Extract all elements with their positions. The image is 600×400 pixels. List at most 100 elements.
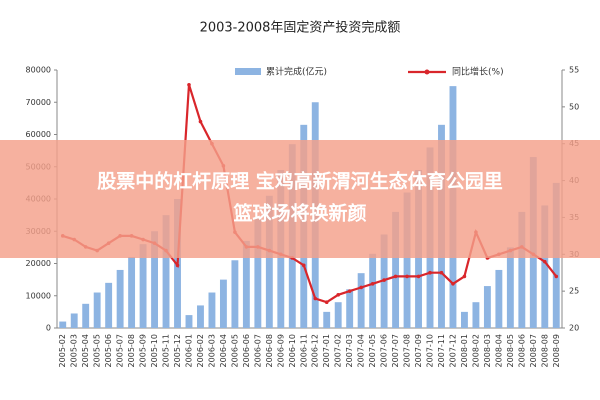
x-tick-label: 2005-07 bbox=[116, 334, 125, 367]
bar bbox=[162, 215, 170, 328]
legend-label: 累计完成(亿元) bbox=[266, 66, 327, 78]
x-tick-label: 2007-12 bbox=[448, 334, 457, 367]
bar bbox=[254, 218, 262, 328]
x-tick-label: 2005-08 bbox=[127, 334, 136, 367]
y2-tick-label: 25 bbox=[569, 287, 579, 296]
bar bbox=[231, 260, 239, 328]
x-tick-label: 2006-11 bbox=[299, 334, 308, 367]
x-tick-label: 2008-02 bbox=[471, 334, 480, 367]
x-tick-label: 2008-03 bbox=[483, 334, 492, 367]
bar bbox=[472, 302, 480, 328]
x-tick-label: 2008-06 bbox=[517, 334, 526, 367]
y-tick-label: 80000 bbox=[26, 66, 51, 75]
y-tick-label: 20000 bbox=[26, 259, 51, 268]
y-tick-label: 70000 bbox=[26, 98, 51, 107]
x-tick-label: 2008-08 bbox=[540, 334, 549, 367]
bar bbox=[105, 282, 113, 328]
bar bbox=[242, 240, 250, 328]
bar bbox=[461, 311, 468, 328]
x-tick-label: 2008-05 bbox=[506, 334, 515, 367]
legend-swatch bbox=[235, 68, 261, 75]
line-marker bbox=[370, 281, 375, 286]
x-tick-label: 2007-03 bbox=[345, 334, 354, 367]
bar bbox=[369, 253, 377, 328]
line-marker bbox=[313, 296, 318, 301]
legend-label: 同比增长(%) bbox=[452, 66, 504, 78]
x-tick-label: 2006-01 bbox=[184, 334, 193, 367]
x-tick-label: 2007-06 bbox=[380, 334, 389, 367]
line-marker bbox=[175, 263, 180, 268]
bar bbox=[151, 231, 158, 328]
bar bbox=[403, 192, 411, 328]
line-marker bbox=[382, 278, 386, 282]
x-tick-label: 2005-02 bbox=[58, 334, 67, 367]
bar bbox=[518, 211, 526, 328]
line-marker bbox=[554, 274, 559, 279]
y-tick-label: 0 bbox=[46, 324, 51, 333]
x-tick-label: 2008-07 bbox=[529, 334, 538, 367]
bar bbox=[541, 205, 549, 328]
bar bbox=[82, 303, 90, 328]
x-tick-label: 2007-08 bbox=[403, 334, 412, 367]
line-marker bbox=[187, 82, 191, 87]
bar bbox=[265, 195, 273, 328]
bar bbox=[139, 244, 147, 328]
x-tick-label: 2007-05 bbox=[368, 334, 377, 367]
line-marker bbox=[542, 259, 547, 264]
bar bbox=[197, 305, 204, 328]
x-tick-label: 2006-10 bbox=[288, 334, 297, 367]
x-tick-label: 2005-06 bbox=[104, 334, 113, 367]
chart-title: 2003-2008年固定资产投资完成额 bbox=[200, 20, 401, 36]
x-tick-label: 2005-10 bbox=[150, 334, 159, 367]
bar bbox=[506, 247, 514, 328]
bar bbox=[208, 292, 216, 328]
bar bbox=[334, 302, 342, 328]
x-tick-label: 2006-04 bbox=[219, 334, 228, 367]
bar bbox=[93, 292, 101, 328]
line-marker bbox=[462, 274, 467, 279]
x-tick-label: 2007-11 bbox=[437, 334, 446, 367]
x-tick-label: 2005-05 bbox=[93, 334, 102, 367]
x-tick-label: 2006-12 bbox=[311, 334, 320, 367]
line-marker bbox=[451, 281, 455, 286]
x-tick-label: 2005-11 bbox=[162, 334, 171, 367]
x-tick-label: 2007-02 bbox=[334, 334, 343, 367]
line-marker bbox=[439, 270, 444, 275]
x-tick-label: 2005-04 bbox=[81, 334, 90, 367]
bar bbox=[323, 311, 331, 328]
bar bbox=[392, 211, 400, 328]
x-tick-label: 2006-08 bbox=[265, 334, 274, 367]
line-marker bbox=[347, 289, 352, 293]
bar bbox=[59, 321, 67, 328]
y2-tick-label: 55 bbox=[569, 66, 579, 75]
x-tick-label: 2006-06 bbox=[242, 334, 251, 367]
line-marker bbox=[416, 274, 421, 279]
bar bbox=[346, 289, 354, 328]
x-tick-label: 2008-01 bbox=[460, 334, 469, 367]
x-tick-label: 2005-09 bbox=[139, 334, 148, 367]
line-marker bbox=[324, 300, 329, 305]
x-tick-label: 2006-07 bbox=[253, 334, 262, 367]
banner-text: 股票中的杠杆原理 宝鸡高新渭河生态体育公园里 bbox=[97, 170, 503, 193]
bar bbox=[70, 313, 78, 328]
bar bbox=[116, 269, 124, 328]
legend-swatch bbox=[424, 69, 430, 75]
line-marker bbox=[336, 293, 340, 297]
x-tick-label: 2007-09 bbox=[414, 334, 423, 367]
x-tick-label: 2005-03 bbox=[70, 334, 79, 367]
y2-tick-label: 50 bbox=[569, 102, 579, 111]
line-marker bbox=[428, 270, 432, 275]
x-tick-label: 2008-09 bbox=[552, 334, 561, 367]
bar bbox=[128, 257, 136, 328]
y-tick-label: 10000 bbox=[26, 291, 51, 300]
line-marker bbox=[198, 119, 203, 124]
bar bbox=[219, 279, 227, 328]
x-tick-label: 2006-02 bbox=[196, 334, 205, 367]
banner-text: 篮球场将换新颜 bbox=[232, 202, 366, 225]
line-marker bbox=[405, 274, 409, 279]
bar bbox=[357, 273, 365, 328]
bar bbox=[483, 286, 491, 328]
x-tick-label: 2008-04 bbox=[494, 334, 503, 367]
x-tick-label: 2005-12 bbox=[173, 334, 182, 367]
